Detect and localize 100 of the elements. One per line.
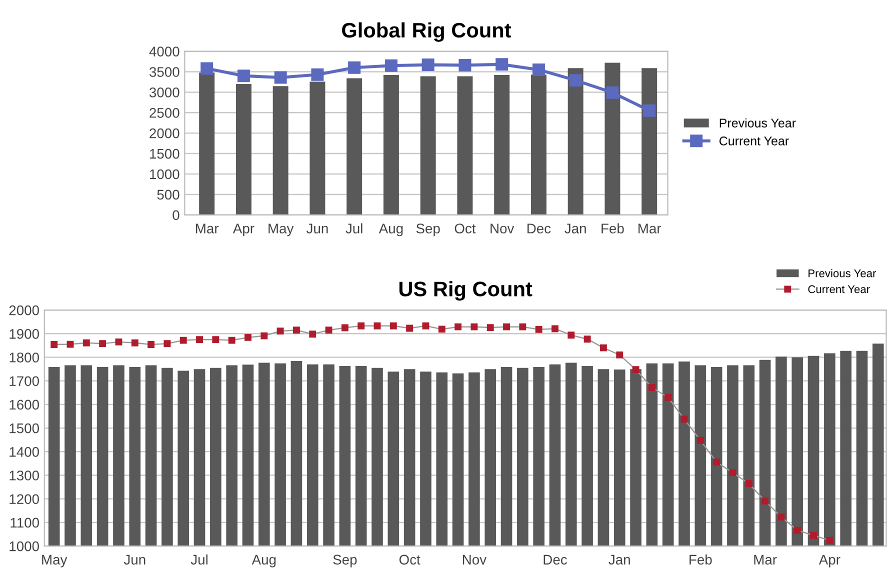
- y-tick-label: 2000: [150, 128, 180, 138]
- y-tick-label: 4000: [149, 46, 180, 56]
- point: [180, 336, 187, 344]
- point: [164, 340, 171, 348]
- point: [406, 324, 414, 332]
- y-tick-label: 1100: [10, 518, 39, 528]
- point: [384, 59, 398, 72]
- point: [600, 344, 607, 352]
- point: [568, 332, 575, 339]
- x-tick-label: Dec: [528, 224, 551, 234]
- y-tick-label: 1400: [10, 447, 39, 457]
- point: [713, 458, 720, 466]
- x-tick-label: Feb: [690, 554, 712, 565]
- bar: [457, 76, 473, 215]
- point: [762, 498, 769, 504]
- point: [680, 416, 688, 423]
- y-tick-label: 1500: [10, 423, 39, 434]
- point: [274, 71, 287, 84]
- y-tick-label: 1900: [10, 329, 39, 339]
- y-tick-label: 1700: [10, 376, 39, 386]
- legend-label: Current Year: [808, 285, 870, 294]
- x-tick-label: Oct: [399, 554, 420, 565]
- chart-title: US Rig Count: [399, 281, 532, 301]
- point: [584, 336, 591, 343]
- point: [552, 325, 558, 332]
- point: [276, 328, 284, 335]
- x-tick-label: Apr: [232, 224, 254, 236]
- x-tick-label: Oct: [454, 224, 476, 234]
- bar: [568, 68, 584, 215]
- point: [519, 323, 526, 330]
- x-tick-label: Aug: [252, 554, 276, 568]
- bar: [530, 74, 546, 215]
- point: [503, 323, 510, 330]
- x-tick-label: Mar: [754, 554, 777, 565]
- x-tick-label: Jun: [306, 224, 328, 234]
- point: [358, 322, 365, 330]
- point: [244, 334, 252, 341]
- x-tick-label: Dec: [544, 554, 567, 565]
- y-tick-label: 1600: [10, 400, 39, 410]
- bar: [604, 62, 620, 215]
- point: [643, 104, 656, 117]
- point: [569, 74, 582, 87]
- x-tick-label: Jun: [124, 554, 146, 565]
- x-tick-label: May: [42, 554, 68, 568]
- y-tick-label: 1200: [10, 494, 39, 504]
- point: [309, 330, 316, 338]
- point: [148, 341, 155, 348]
- point: [325, 326, 332, 334]
- point: [131, 339, 138, 346]
- bar: [642, 68, 658, 215]
- x-tick-label: Apr: [818, 554, 840, 568]
- point: [341, 324, 348, 332]
- y-tick-label: 0: [172, 210, 180, 220]
- bar: [346, 78, 362, 215]
- legend-label: Current Year: [719, 136, 789, 146]
- x-tick-label: Sep: [416, 224, 440, 236]
- y-tick-label: 500: [157, 190, 180, 200]
- point: [470, 323, 478, 330]
- x-tick-label: Sep: [333, 554, 357, 568]
- bar: [383, 75, 399, 215]
- point: [616, 351, 624, 358]
- x-tick-label: Jan: [608, 554, 630, 565]
- point: [438, 326, 446, 333]
- y-tick-label: 1000: [10, 541, 39, 552]
- x-tick-label: Jul: [346, 223, 362, 234]
- y-tick-label: 1300: [10, 470, 39, 480]
- y-tick-label: 2500: [150, 108, 180, 118]
- x-tick-label: Aug: [378, 224, 403, 236]
- point: [606, 86, 619, 99]
- point: [458, 58, 472, 72]
- point: [794, 526, 801, 534]
- point: [196, 336, 203, 344]
- y-tick-label: 1500: [150, 148, 180, 159]
- point: [228, 336, 236, 344]
- point: [810, 532, 817, 539]
- y-tick-label: 2000: [9, 305, 39, 316]
- point: [454, 323, 462, 330]
- legend-label: Previous Year: [720, 118, 796, 128]
- point: [696, 436, 704, 444]
- point: [212, 336, 220, 344]
- bar: [310, 82, 326, 215]
- point: [826, 536, 834, 544]
- point: [496, 58, 508, 71]
- x-tick-label: Mar: [638, 224, 662, 234]
- point: [237, 70, 250, 82]
- chart-title: Global Rig Count: [342, 22, 512, 42]
- point: [422, 58, 434, 72]
- y-tick-label: 1000: [150, 169, 180, 180]
- y-tick-label: 3500: [149, 67, 180, 77]
- y-tick-label: 1800: [10, 352, 39, 362]
- x-tick-label: Nov: [462, 554, 486, 565]
- point: [200, 62, 214, 75]
- point: [50, 341, 58, 348]
- point: [311, 68, 324, 81]
- point: [486, 324, 494, 332]
- bar: [199, 72, 215, 215]
- point: [664, 394, 672, 401]
- point: [422, 322, 430, 330]
- x-tick-label: Jan: [564, 224, 586, 234]
- point: [745, 480, 752, 487]
